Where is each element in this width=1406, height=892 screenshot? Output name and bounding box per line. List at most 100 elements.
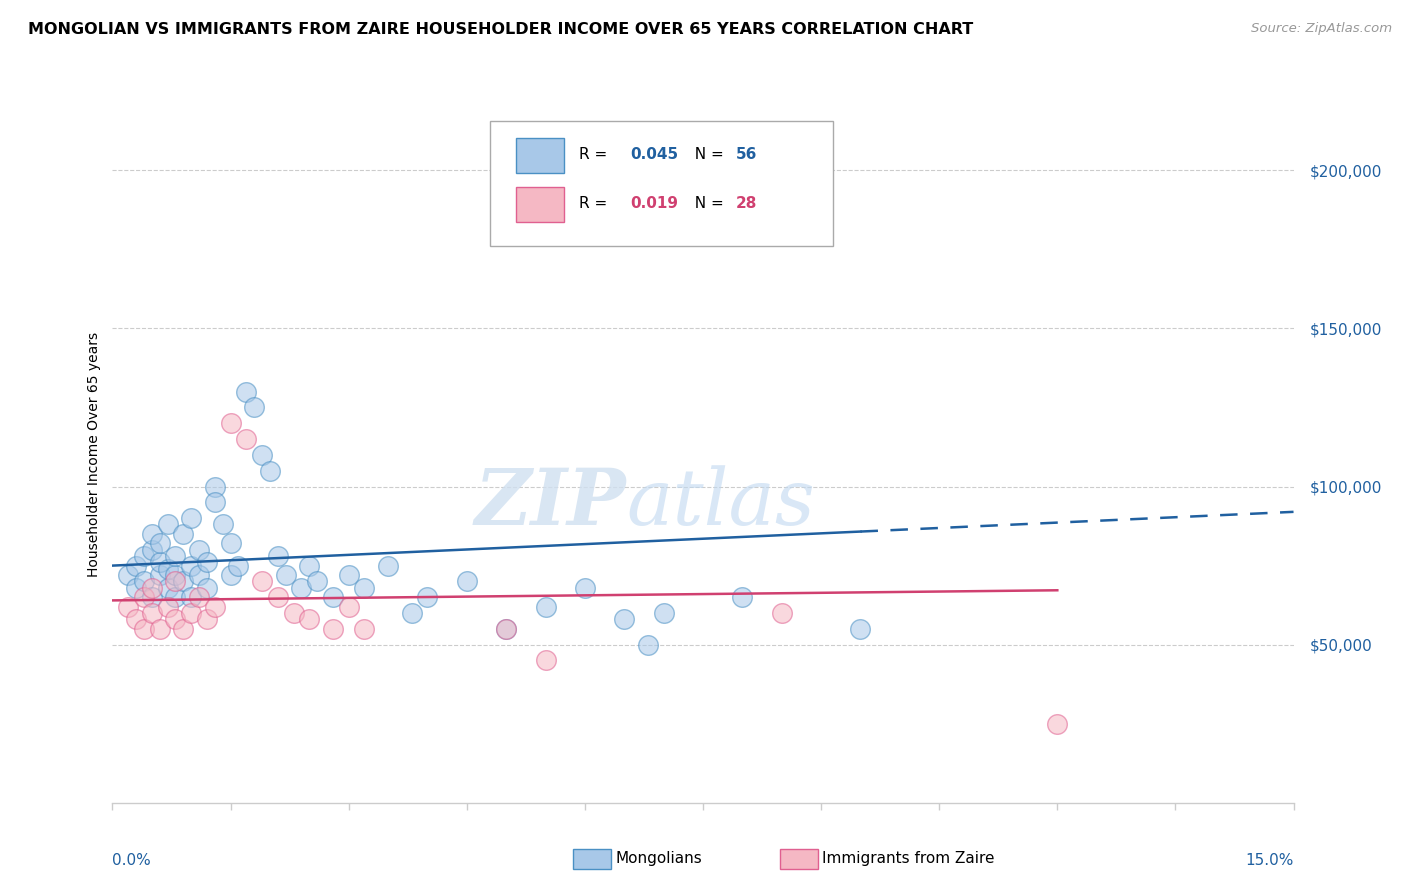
Point <box>149 556 172 570</box>
Point <box>172 527 194 541</box>
Point <box>204 495 226 509</box>
Point <box>337 568 360 582</box>
Point <box>156 581 179 595</box>
Point <box>125 581 148 595</box>
Point <box>141 591 163 605</box>
Bar <box>516 138 564 173</box>
Point <box>165 549 187 563</box>
Point <box>353 581 375 595</box>
Point <box>353 622 375 636</box>
Point <box>1046 716 1069 731</box>
Point <box>188 542 211 557</box>
Point <box>188 568 211 582</box>
Point <box>165 591 187 605</box>
Point <box>267 549 290 563</box>
Point <box>770 606 793 620</box>
Point <box>652 606 675 620</box>
Point <box>274 568 297 582</box>
Point <box>337 599 360 614</box>
Text: N =: N = <box>685 147 728 161</box>
Text: Source: ZipAtlas.com: Source: ZipAtlas.com <box>1251 22 1392 36</box>
Point <box>132 622 155 636</box>
Text: R =: R = <box>579 195 612 211</box>
Point <box>195 612 218 626</box>
Text: Mongolians: Mongolians <box>616 851 703 866</box>
Point <box>132 549 155 563</box>
Point <box>211 517 233 532</box>
Point <box>149 568 172 582</box>
Point <box>731 591 754 605</box>
Bar <box>780 849 817 869</box>
Point <box>180 591 202 605</box>
Point <box>637 638 659 652</box>
Point <box>125 612 148 626</box>
Point <box>141 606 163 620</box>
Point <box>165 612 187 626</box>
Point <box>456 574 478 589</box>
Point <box>290 581 312 595</box>
Point <box>172 574 194 589</box>
Text: 15.0%: 15.0% <box>1246 854 1294 869</box>
Point <box>180 606 202 620</box>
Text: 28: 28 <box>737 195 758 211</box>
Point <box>132 574 155 589</box>
Text: 0.045: 0.045 <box>630 147 678 161</box>
Point <box>117 568 139 582</box>
Point <box>165 574 187 589</box>
Point <box>495 622 517 636</box>
Point <box>204 479 226 493</box>
Text: atlas: atlas <box>626 466 815 541</box>
Point <box>149 536 172 550</box>
Point <box>243 401 266 415</box>
Point <box>495 622 517 636</box>
Point <box>322 622 344 636</box>
Point <box>204 599 226 614</box>
Point <box>613 612 636 626</box>
Point <box>165 568 187 582</box>
Point <box>180 511 202 525</box>
Point <box>298 558 321 573</box>
Point <box>156 562 179 576</box>
Y-axis label: Householder Income Over 65 years: Householder Income Over 65 years <box>87 333 101 577</box>
Bar <box>574 849 610 869</box>
Point <box>534 599 557 614</box>
Point <box>117 599 139 614</box>
Text: ZIP: ZIP <box>475 466 626 541</box>
Point <box>377 558 399 573</box>
Bar <box>516 187 564 222</box>
Point <box>235 384 257 399</box>
Text: 0.0%: 0.0% <box>112 854 152 869</box>
Point <box>849 622 872 636</box>
Point <box>180 558 202 573</box>
Point <box>322 591 344 605</box>
Point <box>188 591 211 605</box>
Point <box>401 606 423 620</box>
FancyBboxPatch shape <box>491 121 832 246</box>
Point <box>219 417 242 431</box>
Point <box>228 558 250 573</box>
Point <box>267 591 290 605</box>
Point <box>307 574 329 589</box>
Point <box>219 568 242 582</box>
Point <box>219 536 242 550</box>
Point <box>156 517 179 532</box>
Point <box>416 591 439 605</box>
Text: 56: 56 <box>737 147 758 161</box>
Point <box>172 622 194 636</box>
Point <box>141 542 163 557</box>
Point <box>195 581 218 595</box>
Text: MONGOLIAN VS IMMIGRANTS FROM ZAIRE HOUSEHOLDER INCOME OVER 65 YEARS CORRELATION : MONGOLIAN VS IMMIGRANTS FROM ZAIRE HOUSE… <box>28 22 973 37</box>
Point <box>250 574 273 589</box>
Text: Immigrants from Zaire: Immigrants from Zaire <box>823 851 995 866</box>
Point <box>156 599 179 614</box>
Text: N =: N = <box>685 195 728 211</box>
Point <box>283 606 305 620</box>
Point <box>125 558 148 573</box>
Point <box>298 612 321 626</box>
Point <box>235 432 257 446</box>
Point <box>259 464 281 478</box>
Point <box>141 527 163 541</box>
Point <box>141 581 163 595</box>
Point <box>149 622 172 636</box>
Text: R =: R = <box>579 147 612 161</box>
